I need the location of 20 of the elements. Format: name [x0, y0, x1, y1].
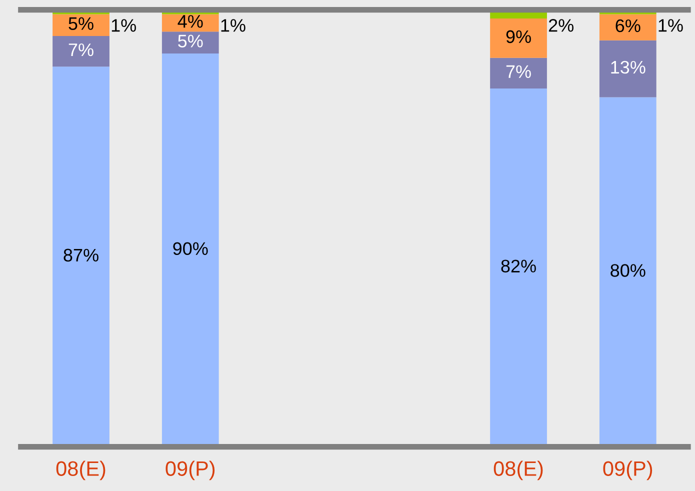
data-label: 13% — [611, 60, 646, 74]
data-label: 5% — [178, 34, 203, 48]
data-label: 9% — [506, 30, 531, 44]
data-label: 1% — [658, 19, 683, 32]
data-label: 7% — [506, 65, 531, 78]
x-tick-label: 09(P) — [166, 460, 215, 480]
data-label: 87% — [64, 248, 98, 262]
data-label: 4% — [178, 15, 203, 28]
data-label: 1% — [112, 19, 136, 32]
data-label: 1% — [221, 19, 246, 32]
data-label: 82% — [501, 260, 536, 272]
x-tick-label: 09(P) — [603, 460, 652, 480]
data-label: 5% — [68, 17, 94, 30]
x-tick-label: 08(E) — [494, 460, 543, 480]
data-label: 80% — [610, 264, 646, 277]
data-label: 2% — [548, 19, 574, 32]
x-tick-label: 08(E) — [56, 460, 106, 480]
data-label: 7% — [68, 43, 94, 56]
data-label: 6% — [616, 19, 640, 32]
data-label: 90% — [173, 242, 208, 256]
